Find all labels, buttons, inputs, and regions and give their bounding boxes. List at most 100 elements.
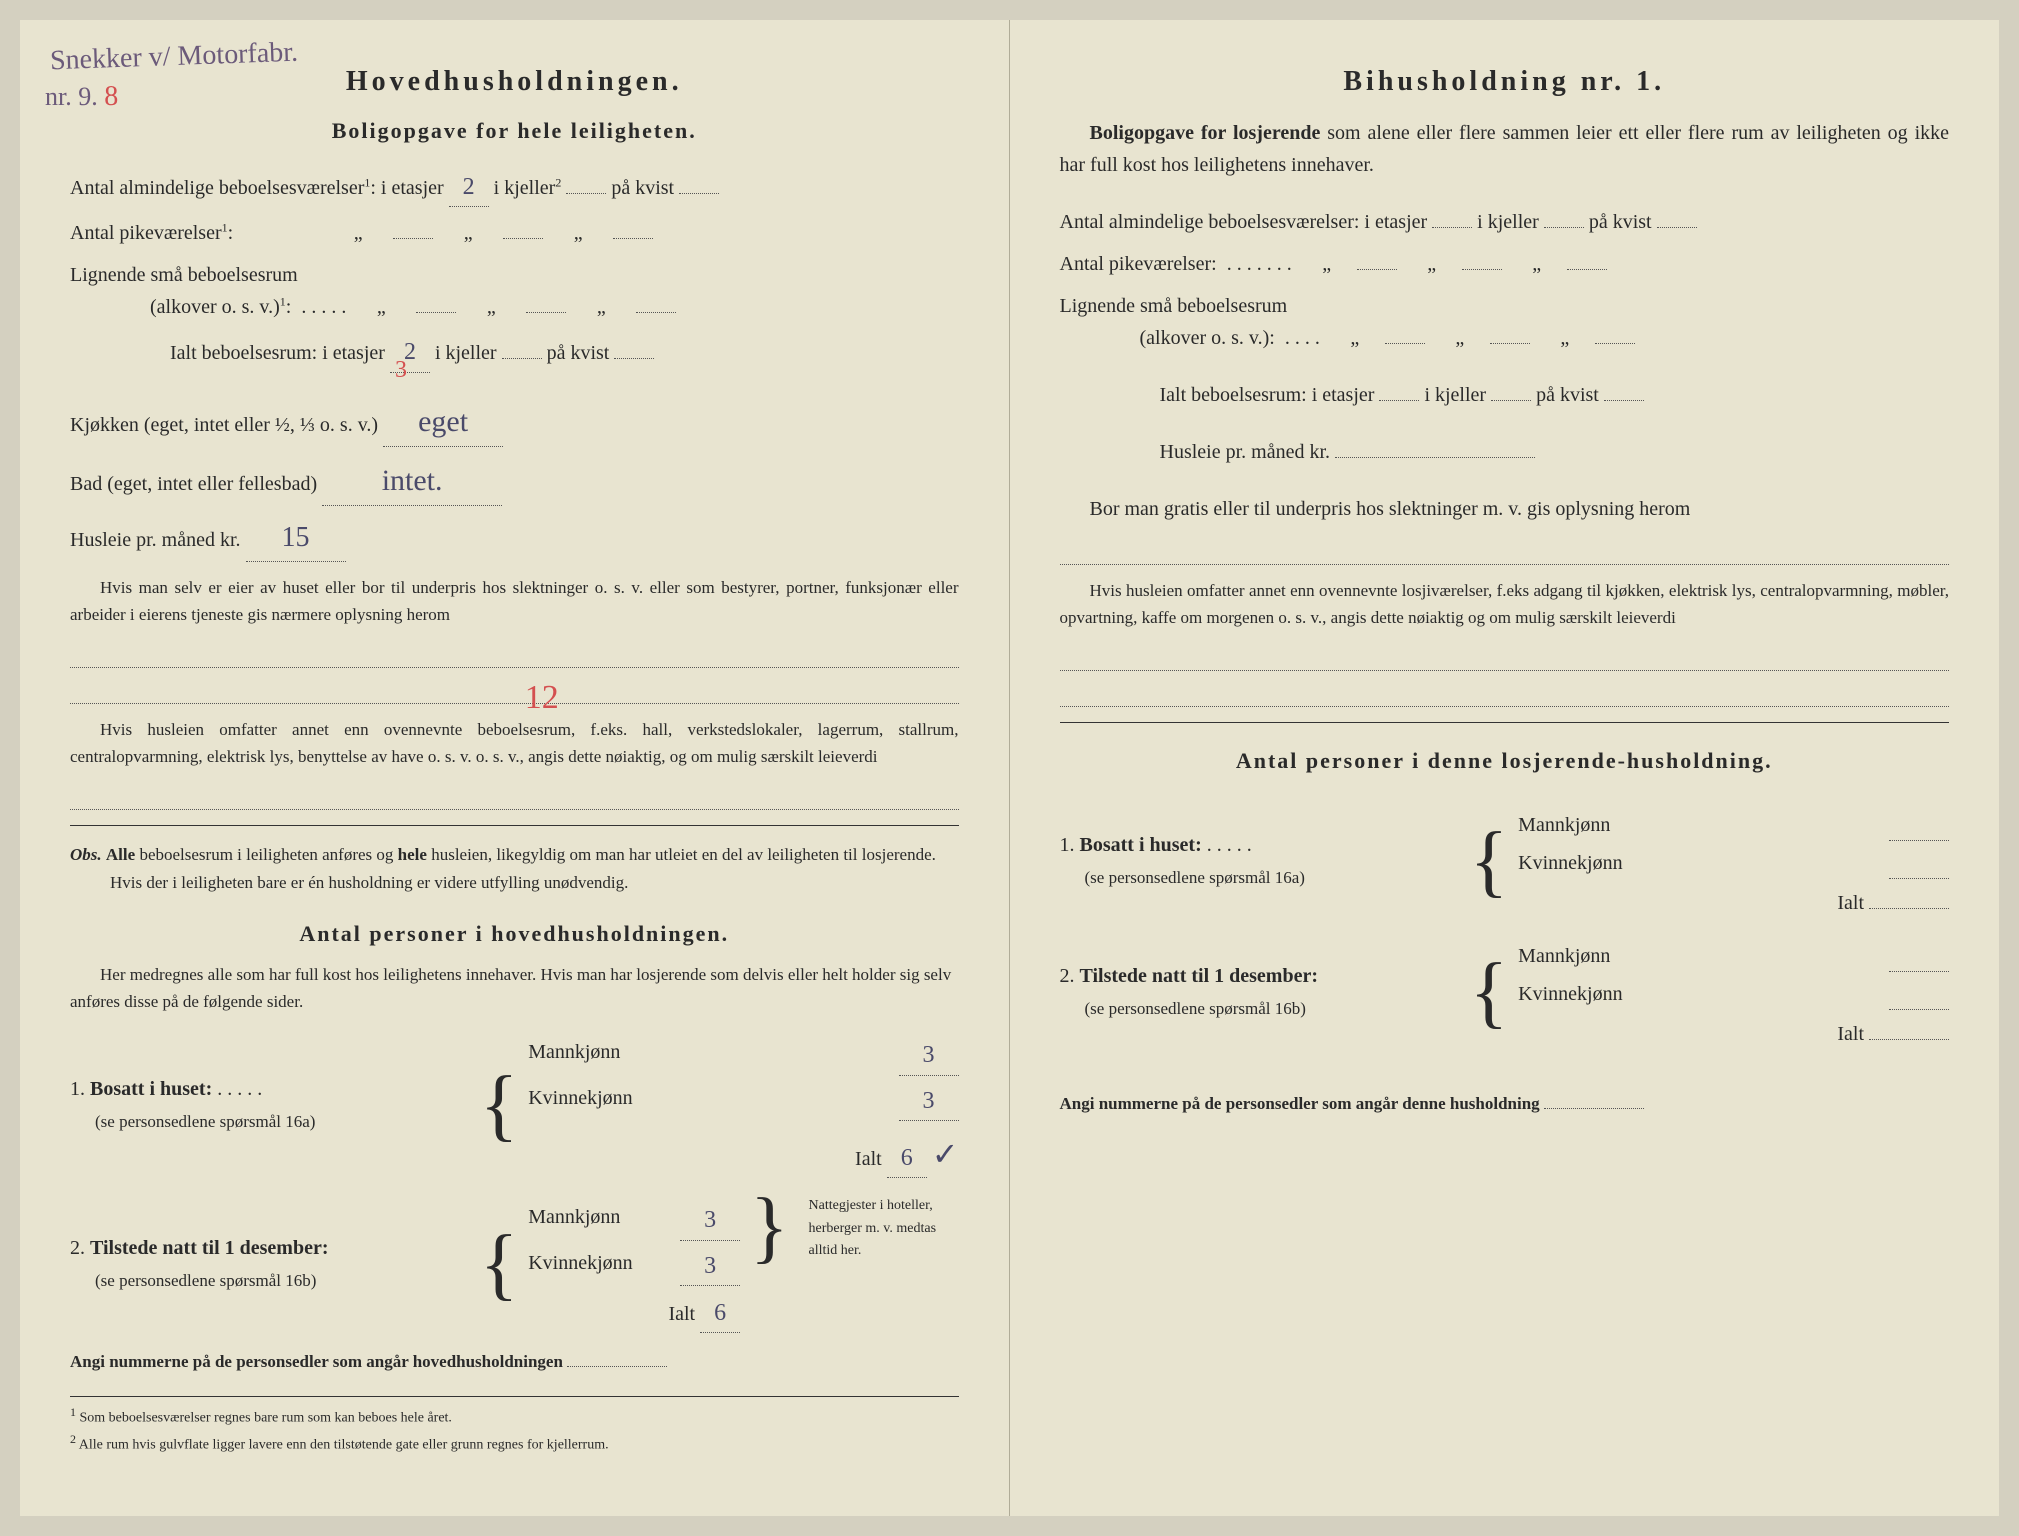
q1-ialt-val[interactable]: 6 [887,1139,927,1178]
rooms-line-1: Antal almindelige beboelsesværelser1: i … [70,168,959,207]
ialt-kjeller[interactable] [502,358,542,359]
r-pike-k[interactable] [1462,269,1502,270]
r-rooms-label: Antal almindelige beboelsesværelser: [1060,211,1360,233]
kjokken-value[interactable]: eget [383,398,503,447]
brace-icon-2: { [480,1232,518,1296]
red-12: 12 [525,671,559,725]
r-ialt-label: Ialt beboelsesrum: [1160,384,1307,406]
r-blank-3[interactable] [1060,679,1950,707]
obs-text1: Alle beboelsesrum i leiligheten anføres … [106,845,936,864]
blank-3[interactable] [70,782,959,810]
kvist-value[interactable] [679,193,719,194]
ialt-kvist-label: på kvist [547,342,610,364]
right-sub-bold: Boligopgave for losjerende [1090,122,1321,144]
fn2-text: Alle rum hvis gulvflate ligger lavere en… [79,1437,609,1452]
r-alk-label: Lignende små beboelsesrum [1060,295,1288,317]
r-q1-mann[interactable] [1889,809,1949,841]
fn1-text: Som beboelsesværelser regnes bare rum so… [80,1410,452,1425]
alk-etasjer[interactable] [416,312,456,313]
rooms-label: Antal almindelige beboelsesværelser [70,177,364,199]
r-husleie-line: Husleie pr. måned kr. [1160,436,1950,468]
alk-kjeller[interactable] [526,312,566,313]
r-persons-heading: Antal personer i denne losjerende-hushol… [1060,743,1950,778]
r-husleie-label: Husleie pr. måned kr. [1160,441,1331,463]
r-kvist-label: på kvist [1589,211,1652,233]
alkover-sub: (alkover o. s. v.) [150,296,280,318]
r-q2-mann[interactable] [1889,940,1949,972]
q2-sub: (se personsedlene spørsmål 16b) [95,1271,316,1290]
q2-label: Tilstede natt til 1 desember: [90,1237,329,1259]
r-ialt-k-label: i kjeller [1424,384,1486,406]
ialt-kjeller-label: i kjeller [435,342,497,364]
r-blank-2[interactable] [1060,643,1950,671]
r-q2-ialt[interactable] [1869,1039,1949,1040]
ialt-kvist[interactable] [614,358,654,359]
r-pike-e[interactable] [1357,269,1397,270]
r-pike-label: Antal pikeværelser: [1060,253,1217,275]
mann-label-1: Mannkjønn [528,1036,620,1075]
handwritten-nr: nr. 9. 8 [45,75,118,120]
r-alk-sub: (alkover o. s. v.): [1140,327,1275,349]
r-gratis-para: Bor man gratis eller til underpris hos s… [1060,493,1950,525]
q1-mann-val[interactable]: 3 [899,1036,959,1075]
pike-etasjer[interactable] [393,238,433,239]
r-q1-label: Bosatt i huset: [1080,834,1202,856]
r-alk-kv[interactable] [1595,343,1635,344]
r-mann-1: Mannkjønn [1518,809,1610,841]
r-q2-kvinne[interactable] [1889,978,1949,1010]
pike-line: Antal pikeværelser1: „ „ „ [70,217,959,249]
nr-label: nr. 9. [45,82,98,111]
ialt-line: Ialt beboelsesrum: i etasjer 2 3 i kjell… [170,333,959,372]
bad-label: Bad (eget, intet eller fellesbad) [70,473,317,495]
subtitle: Boligopgave for hele leiligheten. [70,113,959,148]
angi-label: Angi nummerne på de personsedler som ang… [70,1352,563,1371]
r-kjeller-val[interactable] [1544,227,1584,228]
ialt-etasjer-value[interactable]: 2 3 [390,333,430,372]
right-title: Bihusholdning nr. 1. [1060,60,1950,105]
r-pike-kv[interactable] [1567,269,1607,270]
r-q1-section: 1. Bosatt i huset: . . . . . (se persons… [1060,803,1950,919]
r-alkover-line: Lignende små beboelsesrum (alkover o. s.… [1060,290,1950,354]
r-q2-label: Tilstede natt til 1 desember: [1080,965,1319,987]
r-alk-e[interactable] [1385,343,1425,344]
pike-kjeller[interactable] [503,238,543,239]
r-q1-kvinne[interactable] [1889,847,1949,879]
r-blank-1[interactable] [1060,537,1950,565]
r-angi-line: Angi nummerne på de personsedler som ang… [1060,1090,1950,1117]
r-kvist-val[interactable] [1657,227,1697,228]
etasjer-value[interactable]: 2 [449,168,489,207]
obs-label: Obs. [70,845,102,864]
bad-line: Bad (eget, intet eller fellesbad) intet. [70,457,959,506]
kjokken-line: Kjøkken (eget, intet eller ½, ⅓ o. s. v.… [70,398,959,447]
r-ialt-k[interactable] [1491,400,1531,401]
q2-mann-val[interactable]: 3 [680,1201,740,1240]
q2-kvinne-val[interactable]: 3 [680,1247,740,1286]
husleie-value[interactable]: 15 [246,516,346,562]
blank-2[interactable]: 12 [70,676,959,704]
pike-kvist[interactable] [613,238,653,239]
bad-value[interactable]: intet. [322,457,502,506]
r-ialt-kv[interactable] [1604,400,1644,401]
r-ialt-kv-label: på kvist [1536,384,1599,406]
kvist-label: på kvist [611,177,674,199]
right-subtitle: Boligopgave for losjerende som alene ell… [1060,117,1950,181]
kjeller-value[interactable] [566,193,606,194]
r-q1-ialt[interactable] [1869,908,1949,909]
natteguest-note: Nattegjester i hoteller, herberger m. v.… [809,1195,959,1333]
q1-kvinne-val[interactable]: 3 [899,1082,959,1121]
r-angi-value[interactable] [1544,1108,1644,1109]
r-kvinne-1: Kvinnekjønn [1518,847,1622,879]
red-8: 8 [104,81,118,112]
angi-value[interactable] [567,1366,667,1367]
r-ialt-e[interactable] [1379,400,1419,401]
r-husleie-val[interactable] [1335,457,1535,458]
r-q2-sub: (se personsedlene spørsmål 16b) [1085,999,1306,1018]
ialt-etasjer-label: i etasjer [322,342,385,364]
r-etasjer-val[interactable] [1432,227,1472,228]
q2-ialt-val[interactable]: 6 [700,1294,740,1333]
alk-kvist[interactable] [636,312,676,313]
r-alk-k[interactable] [1490,343,1530,344]
angi-line: Angi nummerne på de personsedler som ang… [70,1348,959,1375]
blank-1[interactable] [70,640,959,668]
red-3: 3 [395,351,407,389]
